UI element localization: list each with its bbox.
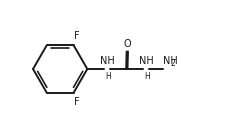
Text: NH: NH bbox=[139, 56, 154, 66]
Text: NH: NH bbox=[163, 56, 178, 66]
Text: F: F bbox=[74, 31, 80, 42]
Text: NH: NH bbox=[100, 56, 115, 66]
Text: F: F bbox=[74, 96, 80, 107]
Text: O: O bbox=[123, 39, 131, 50]
Text: H: H bbox=[144, 72, 150, 81]
Text: 2: 2 bbox=[171, 59, 176, 68]
Text: H: H bbox=[105, 72, 111, 81]
